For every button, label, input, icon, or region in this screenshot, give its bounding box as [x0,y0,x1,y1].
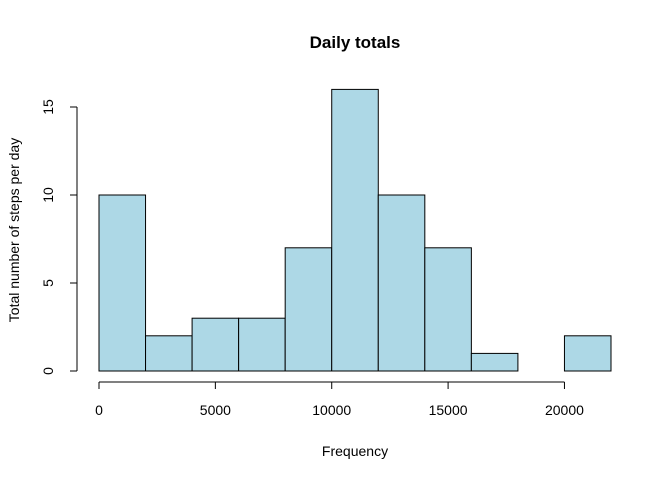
x-tick-label: 20000 [545,402,584,418]
histogram-bar-10 [563,335,612,372]
histogram-bar-5 [331,88,379,372]
y-axis: 0 5 10 15 [40,99,78,375]
histogram-bar-8 [470,352,519,372]
histogram-bar-7 [424,247,472,372]
bars-group [98,88,612,372]
y-tick-label: 5 [40,279,56,287]
x-tick-label: 5000 [200,402,231,418]
histogram-bar-1 [145,335,193,372]
histogram-bar-2 [191,317,240,372]
histogram-bar-6 [377,194,426,372]
y-axis-label: Total number of steps per day [6,138,22,322]
x-tick-label: 15000 [429,402,468,418]
x-axis: 0 5000 10000 15000 20000 [95,381,584,418]
histogram-bar-4 [284,247,333,372]
x-tick-label: 10000 [312,402,351,418]
histogram-bar-3 [238,317,286,372]
chart-title: Daily totals [310,33,401,52]
y-tick-label: 0 [40,367,56,375]
y-tick-label: 15 [40,99,56,115]
x-tick-label: 0 [95,402,103,418]
y-tick-label: 10 [40,187,56,203]
histogram-bar-0 [98,194,147,372]
x-axis-label: Frequency [322,443,388,459]
